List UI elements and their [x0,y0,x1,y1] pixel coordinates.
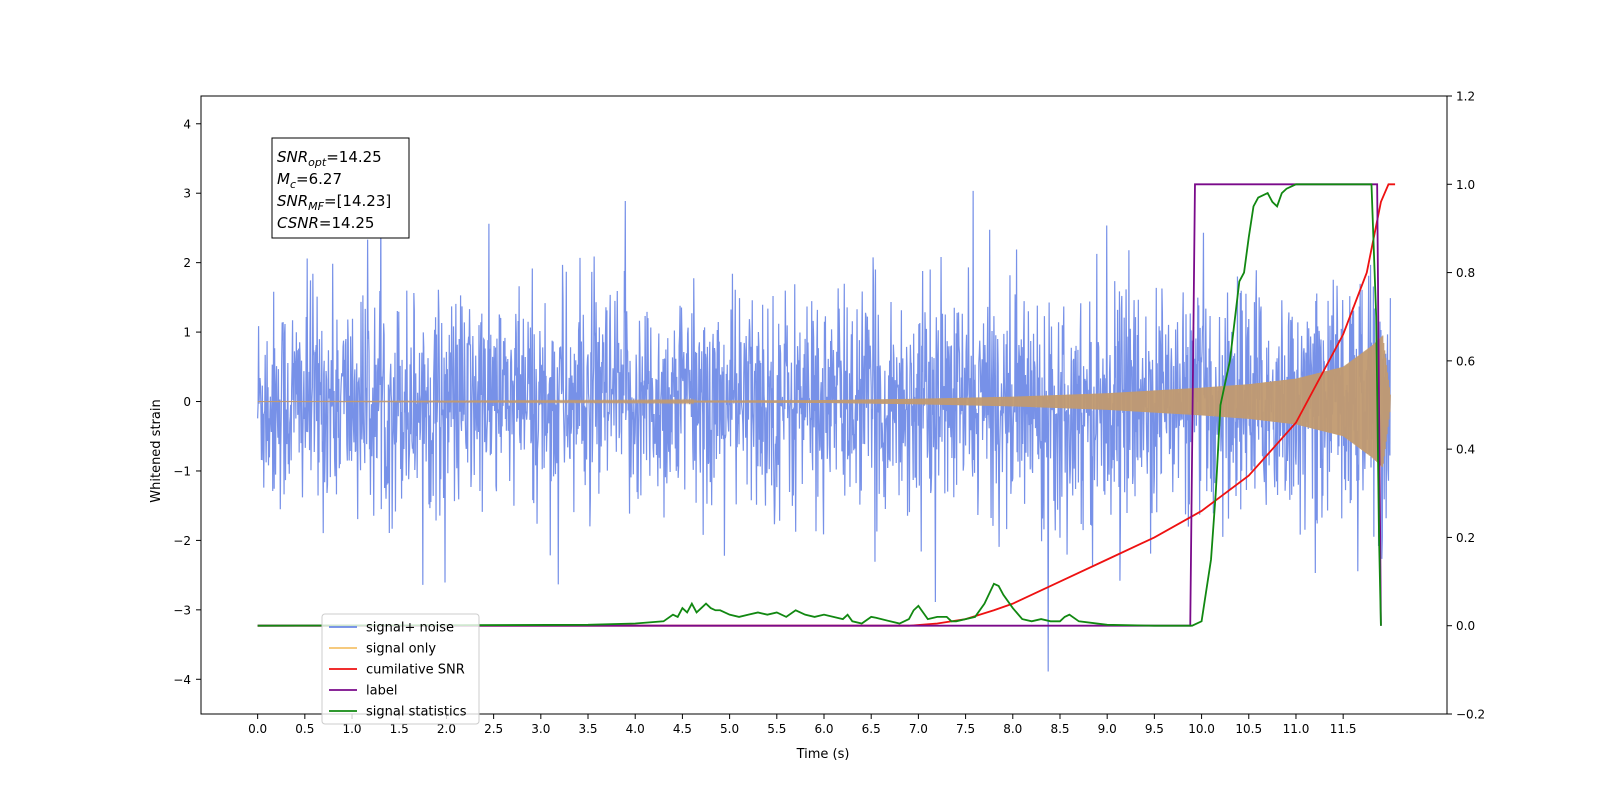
x-tick-label: 5.0 [720,722,739,736]
legend-entry: cumilative SNR [366,663,465,678]
y-right-tick-label: 0.2 [1456,531,1475,545]
x-tick-label: 11.5 [1330,722,1357,736]
series-signal-only [257,335,1391,468]
x-tick-label: 4.5 [673,722,692,736]
legend-entry: signal+ noise [366,621,454,636]
x-tick-label: 0.5 [295,722,314,736]
y-left-tick-label: 2 [183,256,191,270]
axes: 0.0 0.5 1.0 1.5 2.0 2.5 3.0 3.5 4.0 4.5 5.0 5.5 6.0 6… [173,90,1485,737]
y-left-tick-label: −4 [173,673,191,687]
y-left-tick-label: −2 [173,534,191,548]
y-right-tick-label: 0.0 [1456,619,1475,633]
x-tick-label: 3.5 [578,722,597,736]
x-tick-label: 6.0 [814,722,833,736]
annotation-line: SNRMF=[14.23] [277,192,391,213]
y-right-tick-label: 0.8 [1456,266,1475,280]
legend-entry: signal statistics [366,705,467,720]
x-tick-label: 6.5 [862,722,881,736]
y-left-tick-label: 3 [183,187,191,201]
y-right-tick-label: 1.2 [1456,90,1475,104]
series-label [257,183,1382,627]
x-tick-label: 4.0 [626,722,645,736]
series-signal-noise [257,190,1391,672]
x-axis-label: Time (s) [796,747,850,762]
y-axis-label: Whitened strain [149,399,164,502]
x-tick-label: 0.0 [248,722,267,736]
series-signal-statistics [257,183,1382,627]
x-tick-label: 2.5 [484,722,503,736]
x-tick-label: 8.0 [1003,722,1022,736]
annotation-frame [271,137,410,239]
legend: signal+ noise signal only cumilative SNR la… [321,613,480,725]
x-tick-label: 3.0 [531,722,550,736]
x-tick-label: 10.5 [1235,722,1262,736]
y-right-tick-label: 0.4 [1456,443,1475,457]
annotation-line: SNRopt=14.25 [277,148,382,169]
y-right-tick-label: 0.6 [1456,354,1475,368]
x-tick-label: 9.0 [1098,722,1117,736]
x-tick-label: 5.5 [767,722,786,736]
y-left-tick-label: −1 [173,464,191,478]
y-left-tick-label: −3 [173,603,191,617]
x-tick-label: 2.0 [437,722,456,736]
annotation-line: CSNR=14.25 [277,214,374,232]
annotation-box: SNRopt=14.25Mc=6.27SNRMF=[14.23]CSNR=14.… [271,137,410,239]
x-tick-label: 9.5 [1145,722,1164,736]
annotation-line: Mc=6.27 [277,170,342,191]
y-left-tick-label: 4 [183,117,191,131]
x-tick-label: 11.0 [1283,722,1310,736]
y-right-tick-label: −0.2 [1456,708,1485,722]
x-tick-label: 7.0 [909,722,928,736]
x-tick-label: 10.0 [1188,722,1215,736]
y-left-tick-label: 1 [183,326,191,340]
legend-entry: label [366,684,397,699]
y-right-tick-label: 1.0 [1456,178,1475,192]
x-tick-label: 1.5 [390,722,409,736]
x-tick-label: 8.5 [1050,722,1069,736]
plot-area [257,183,1396,672]
x-tick-label: 7.5 [956,722,975,736]
legend-entry: signal only [366,642,436,657]
legend-frame [321,613,480,725]
y-left-tick-label: 0 [183,395,191,409]
x-tick-label: 1.0 [342,722,361,736]
